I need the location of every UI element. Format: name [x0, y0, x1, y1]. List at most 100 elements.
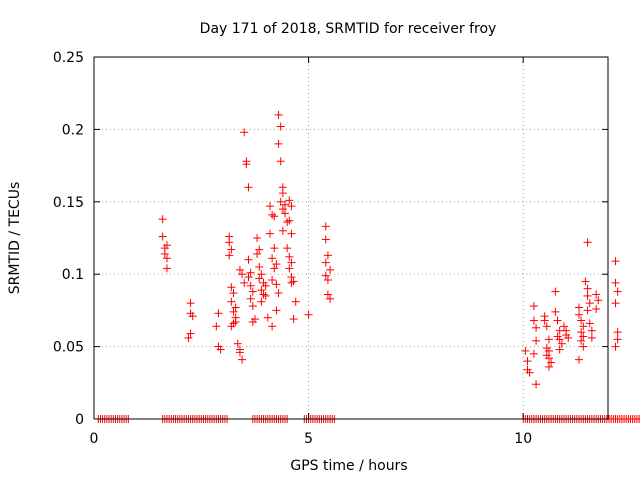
grid-lines [94, 57, 608, 419]
data-point [227, 283, 236, 292]
data-point [272, 260, 281, 269]
y-tick-label: 0 [75, 412, 84, 428]
data-point [242, 160, 251, 169]
data-point [272, 306, 281, 315]
data-point [321, 235, 330, 244]
data-point [594, 296, 603, 305]
data-point [289, 315, 298, 324]
data-point [585, 299, 594, 308]
data-point [557, 339, 566, 348]
data-point [188, 312, 197, 321]
data-point [289, 277, 298, 286]
data-point [544, 354, 553, 363]
data-point [285, 264, 294, 273]
data-point [583, 306, 592, 315]
data-point [583, 238, 592, 247]
data-point [270, 244, 279, 253]
data-point [261, 291, 270, 300]
data-point [233, 339, 242, 348]
data-point [287, 258, 296, 267]
data-point [276, 197, 285, 206]
data-point [160, 249, 169, 258]
data-point [227, 297, 236, 306]
data-point [240, 128, 249, 137]
data-point [235, 265, 244, 274]
data-point [564, 333, 573, 342]
y-tick-label: 0.05 [53, 340, 84, 356]
data-point [276, 157, 285, 166]
data-point [162, 254, 171, 263]
data-point [268, 254, 277, 263]
data-point [246, 294, 255, 303]
data-point [162, 241, 171, 250]
x-tick-label: 10 [514, 431, 532, 447]
data-point [613, 328, 622, 337]
zero-point [637, 418, 640, 420]
data-point [261, 281, 270, 290]
data-point [229, 307, 238, 316]
data-point [291, 297, 300, 306]
data-point [547, 358, 556, 367]
x-tick-label: 0 [90, 431, 99, 447]
data-point [278, 205, 287, 214]
data-point [257, 270, 266, 279]
data-point [248, 287, 257, 296]
data-point [529, 302, 538, 311]
data-point [270, 212, 279, 221]
data-point [574, 310, 583, 319]
data-point [257, 297, 266, 306]
data-point [283, 218, 292, 227]
data-point [613, 335, 622, 344]
data-point [229, 289, 238, 298]
data-point [326, 294, 335, 303]
data-point [238, 270, 247, 279]
data-point [280, 200, 289, 209]
data-point [272, 280, 281, 289]
data-point [246, 268, 255, 277]
data-point [255, 245, 264, 254]
data-point [259, 290, 268, 299]
data-point [248, 317, 257, 326]
data-point [611, 278, 620, 287]
data-point [592, 290, 601, 299]
data-point [587, 326, 596, 335]
data-point [574, 303, 583, 312]
data-point [323, 290, 332, 299]
data-point [542, 322, 551, 331]
data-point [544, 362, 553, 371]
data-point [184, 333, 193, 342]
data-point [532, 323, 541, 332]
data-point [323, 275, 332, 284]
data-point [265, 202, 274, 211]
data-point [235, 348, 244, 357]
y-tick-label: 0.15 [53, 195, 84, 211]
data-point [521, 346, 530, 355]
data-point [268, 210, 277, 219]
plot-frame [93, 56, 609, 420]
data-point [323, 251, 332, 260]
x-axis-label: GPS time / hours [290, 458, 407, 474]
data-point [326, 265, 335, 274]
data-point [285, 216, 294, 225]
data-point [525, 368, 534, 377]
data-point [257, 286, 266, 295]
data-point [611, 299, 620, 308]
data-point [587, 333, 596, 342]
data-point [581, 277, 590, 286]
data-point [278, 189, 287, 198]
data-point [253, 234, 262, 242]
data-point [544, 335, 553, 344]
data-point [186, 329, 195, 338]
data-point [225, 251, 234, 260]
data-point [287, 202, 296, 211]
x-tick-label: 5 [304, 431, 313, 447]
data-point [255, 262, 264, 271]
data-point [321, 222, 330, 231]
data-point [231, 317, 240, 326]
data-point [540, 316, 549, 325]
data-point [577, 328, 586, 337]
data-point [248, 302, 257, 311]
y-tick-label: 0.2 [62, 122, 84, 138]
data-point [227, 245, 236, 254]
